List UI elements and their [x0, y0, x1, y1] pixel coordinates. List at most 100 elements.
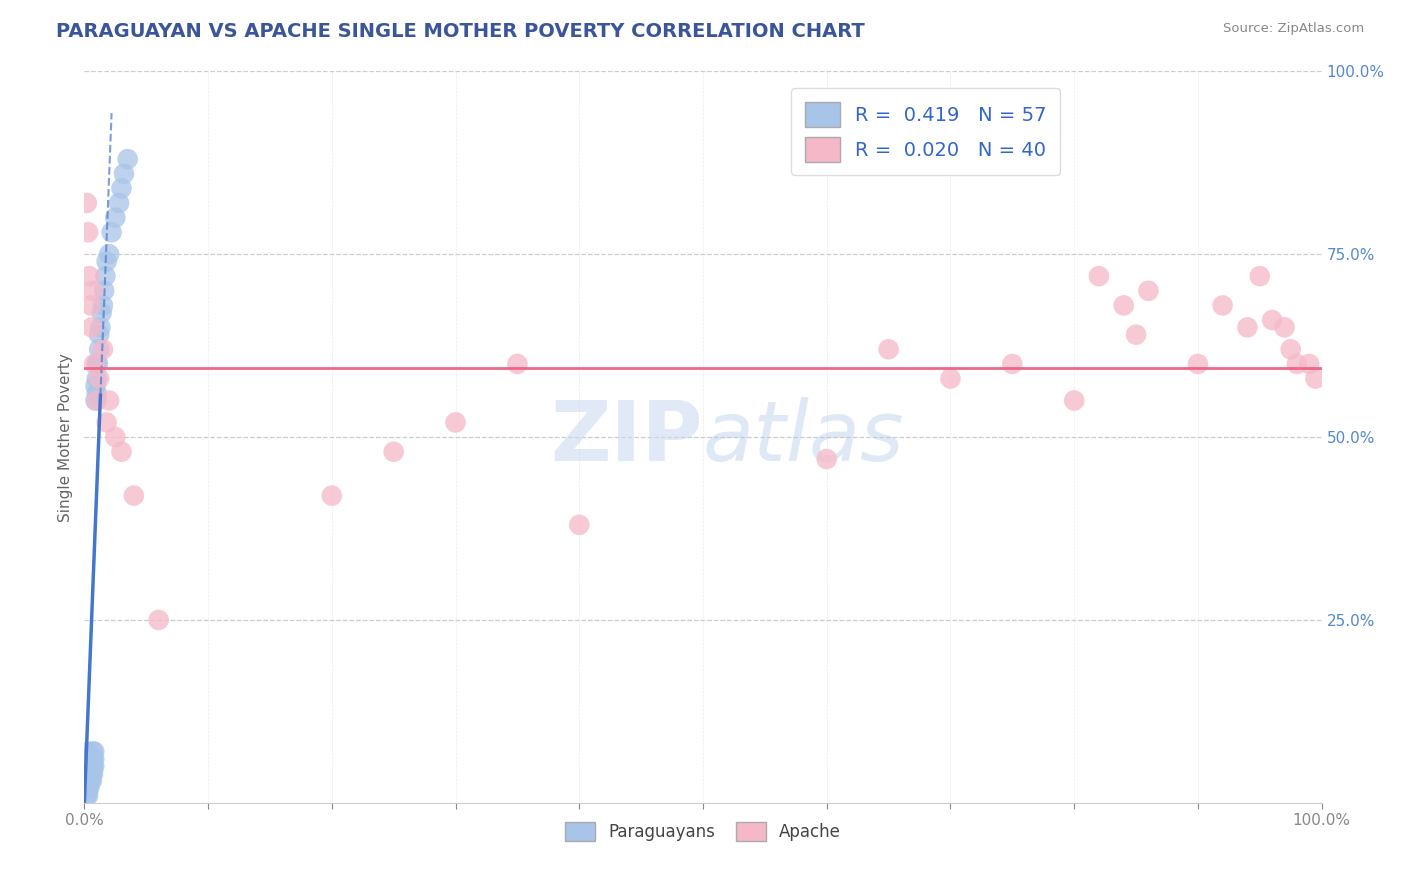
Point	[96, 254, 118, 268]
Point	[75, 781, 97, 796]
Point	[79, 269, 101, 284]
Point	[75, 773, 97, 788]
Point	[1137, 284, 1160, 298]
Point	[76, 196, 98, 211]
Point	[506, 357, 529, 371]
Legend: Paraguayans, Apache: Paraguayans, Apache	[557, 814, 849, 849]
Point	[1187, 357, 1209, 371]
Point	[148, 613, 170, 627]
Point	[79, 773, 101, 788]
Point	[1249, 269, 1271, 284]
Point	[83, 752, 105, 766]
Point	[1305, 371, 1327, 385]
Point	[108, 196, 131, 211]
Point	[568, 517, 591, 532]
Point	[89, 371, 111, 385]
Point	[84, 379, 107, 393]
Point	[77, 773, 100, 788]
Point	[1274, 320, 1296, 334]
Point	[75, 759, 97, 773]
Point	[122, 489, 145, 503]
Point	[77, 745, 100, 759]
Point	[1112, 298, 1135, 312]
Point	[1001, 357, 1024, 371]
Point	[104, 211, 127, 225]
Point	[86, 357, 108, 371]
Point	[939, 371, 962, 385]
Point	[79, 766, 101, 780]
Point	[815, 452, 838, 467]
Point	[877, 343, 900, 357]
Point	[89, 343, 111, 357]
Point	[1125, 327, 1147, 342]
Point	[80, 752, 103, 766]
Point	[1285, 357, 1308, 371]
Point	[76, 789, 98, 803]
Point	[82, 752, 104, 766]
Text: Source: ZipAtlas.com: Source: ZipAtlas.com	[1223, 22, 1364, 36]
Point	[82, 766, 104, 780]
Text: PARAGUAYAN VS APACHE SINGLE MOTHER POVERTY CORRELATION CHART: PARAGUAYAN VS APACHE SINGLE MOTHER POVER…	[56, 22, 865, 41]
Point	[79, 759, 101, 773]
Point	[79, 752, 101, 766]
Point	[91, 343, 114, 357]
Point	[79, 752, 101, 766]
Point	[77, 766, 100, 780]
Point	[1279, 343, 1302, 357]
Point	[117, 152, 139, 166]
Point	[76, 773, 98, 788]
Point	[76, 781, 98, 796]
Point	[86, 393, 108, 408]
Y-axis label: Single Mother Poverty: Single Mother Poverty	[58, 352, 73, 522]
Point	[79, 773, 101, 788]
Point	[76, 752, 98, 766]
Point	[110, 181, 132, 195]
Point	[1063, 393, 1085, 408]
Point	[1236, 320, 1258, 334]
Point	[76, 759, 98, 773]
Point	[444, 416, 467, 430]
Point	[94, 269, 117, 284]
Point	[110, 444, 132, 458]
Text: atlas: atlas	[703, 397, 904, 477]
Point	[79, 759, 101, 773]
Point	[84, 393, 107, 408]
Point	[79, 766, 101, 780]
Point	[98, 393, 121, 408]
Point	[90, 306, 112, 320]
Point	[83, 745, 105, 759]
Point	[87, 357, 110, 371]
Point	[76, 766, 98, 780]
Point	[104, 430, 127, 444]
Point	[80, 320, 103, 334]
Point	[77, 789, 100, 803]
Point	[1261, 313, 1284, 327]
Point	[89, 320, 111, 334]
Point	[100, 225, 122, 239]
Point	[83, 759, 105, 773]
Point	[89, 327, 111, 342]
Point	[80, 759, 103, 773]
Point	[82, 284, 104, 298]
Point	[82, 745, 104, 759]
Point	[1088, 269, 1111, 284]
Point	[93, 284, 115, 298]
Point	[83, 357, 105, 371]
Point	[80, 766, 103, 780]
Point	[91, 298, 114, 312]
Point	[98, 247, 121, 261]
Point	[77, 225, 100, 239]
Point	[86, 371, 108, 385]
Point	[77, 752, 100, 766]
Point	[80, 773, 103, 788]
Point	[79, 781, 101, 796]
Point	[79, 298, 101, 312]
Point	[112, 167, 135, 181]
Text: ZIP: ZIP	[551, 397, 703, 477]
Point	[82, 759, 104, 773]
Point	[77, 781, 100, 796]
Point	[382, 444, 405, 458]
Point	[1298, 357, 1320, 371]
Point	[321, 489, 343, 503]
Point	[77, 759, 100, 773]
